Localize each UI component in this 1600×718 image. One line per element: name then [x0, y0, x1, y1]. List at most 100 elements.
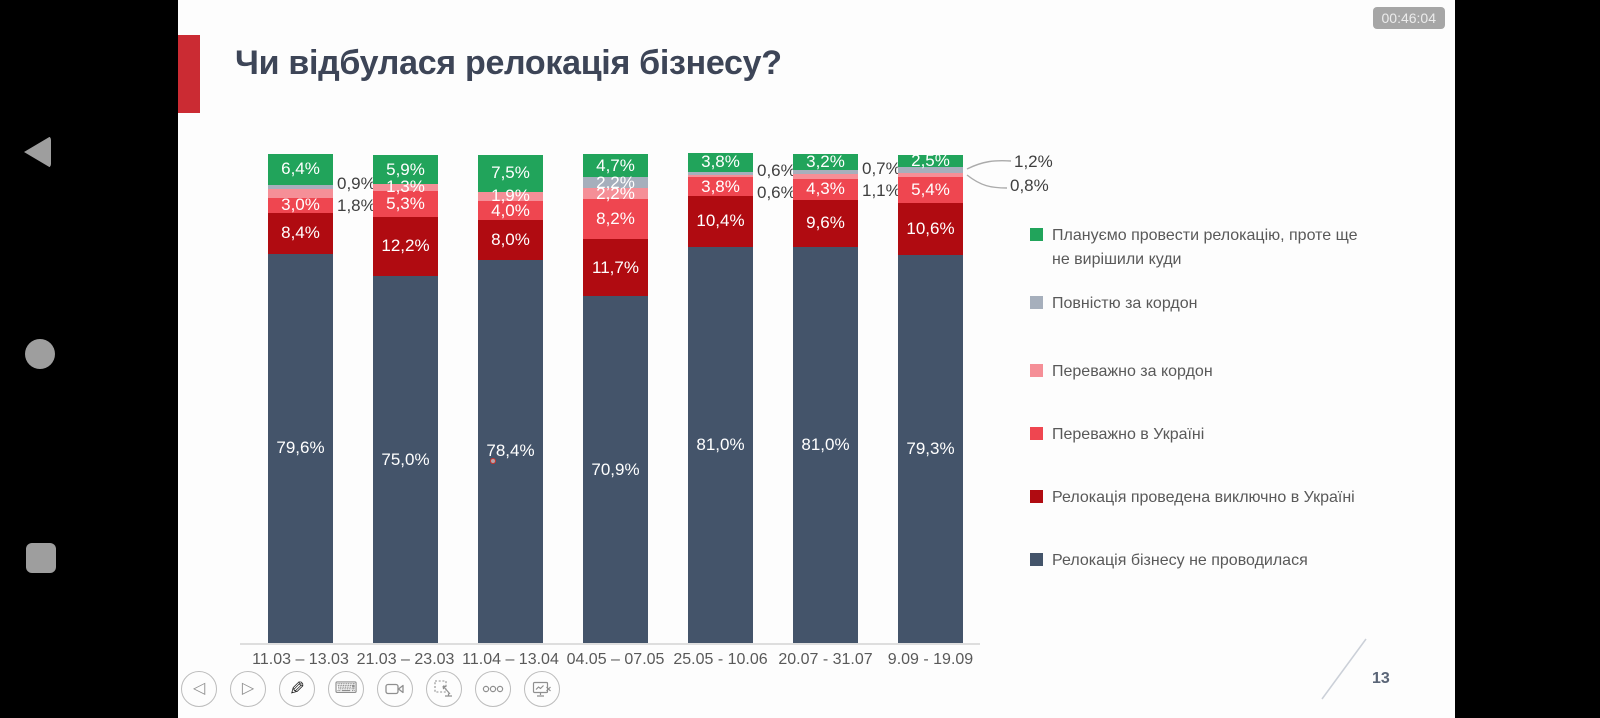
page-number: 13 — [1372, 670, 1390, 687]
segment: 3,8% — [688, 152, 753, 172]
bar-11.03 – 13.03: 6,4% 3,0% 8,4% 79,6% — [268, 153, 333, 643]
legend-item: Плануємо провести релокацію, проте ще не… — [1030, 224, 1430, 272]
segment: 4,7% — [583, 154, 648, 178]
data-label: 10,6% — [906, 219, 955, 239]
legend-item: Релокація проведена виключно в Україні — [1030, 486, 1430, 510]
legend-swatch — [1030, 553, 1043, 566]
segment: 6,4% — [268, 153, 333, 185]
android-nav-bar — [0, 0, 178, 718]
data-label: 75,0% — [381, 449, 430, 469]
segment: 3,0% — [268, 195, 333, 214]
bar-25.05 - 10.06: 3,8% 3,8% 10,4% 81,0% — [688, 152, 753, 643]
data-label: 4,0% — [491, 200, 530, 220]
data-label: 3,8% — [701, 152, 740, 172]
segment — [688, 174, 753, 178]
bar-21.03 – 23.03: 5,9% 1,3% 5,3% 12,2% 75,0% — [373, 155, 438, 643]
video-camera-button[interactable] — [377, 671, 413, 707]
segment: 8,2% — [583, 198, 648, 240]
data-label: 9,6% — [806, 213, 845, 233]
x-axis-label: 9.09 - 19.09 — [887, 651, 974, 668]
android-recents-icon[interactable] — [26, 543, 56, 573]
segment: 81,0% — [688, 246, 753, 643]
segment — [793, 173, 858, 179]
segment: 3,8% — [688, 177, 753, 197]
previous-slide-icon: ◁ — [192, 680, 206, 697]
legend-swatch — [1030, 296, 1043, 309]
legend-label: Переважно за кордон — [1052, 363, 1213, 380]
presentation-slide: Чи відбулася релокація бізнесу? 00:46:04… — [178, 0, 1455, 718]
bar-11.04 – 13.04: 7,5% 1,9% 4,0% 8,0% 78,4% — [478, 154, 543, 643]
segment: 1,3% — [373, 177, 438, 196]
bar-9.09 - 19.09: 2,5% 5,4% 10,6% 79,3% — [898, 151, 963, 643]
data-label: 3,0% — [281, 195, 320, 215]
segment — [898, 167, 963, 174]
data-label: 11,7% — [592, 257, 639, 277]
x-axis-label: 20.07 - 31.07 — [778, 651, 873, 668]
x-axis-line — [240, 643, 980, 645]
segment: 79,6% — [268, 253, 333, 643]
callout-lines — [966, 160, 1012, 189]
legend-item: Переважно в Україні — [1030, 423, 1430, 447]
legend-item: Повністю за кордон — [1030, 292, 1430, 316]
data-label: 78,4% — [486, 441, 535, 461]
more-options-icon — [482, 685, 504, 693]
outside-data-labels: 0,7% 1,1% — [862, 159, 901, 201]
slide-accent-bar — [178, 35, 200, 113]
data-label: 5,9% — [386, 159, 425, 179]
legend-swatch — [1030, 364, 1043, 377]
x-axis-label: 04.05 – 07.05 — [566, 651, 665, 668]
data-label: 12,2% — [381, 236, 430, 256]
legend-swatch — [1030, 228, 1043, 241]
keyboard-button[interactable]: ⌨ — [328, 671, 364, 707]
segment: 79,3% — [898, 255, 963, 643]
callout-data-label: 1,2% — [1014, 152, 1053, 171]
segment: 12,2% — [373, 216, 438, 277]
data-label: 1,3% — [386, 177, 425, 197]
pen-annotate-icon: ✎ — [289, 678, 305, 700]
segment: 3,2% — [793, 152, 858, 171]
next-slide-button[interactable]: ▷ — [230, 671, 266, 707]
slide-title: Чи відбулася релокація бізнесу? — [235, 44, 782, 82]
legend-item: Переважно за кордон — [1030, 360, 1430, 384]
legend-label: Плануємо провести релокацію, проте ще не… — [1052, 227, 1358, 268]
android-home-icon[interactable] — [25, 339, 55, 369]
segment: 10,6% — [898, 203, 963, 256]
legend-label: Повністю за кордон — [1052, 295, 1198, 312]
pen-annotate-button[interactable]: ✎ — [279, 671, 315, 707]
segment: 2,2% — [583, 173, 648, 192]
data-label: 8,4% — [281, 223, 320, 243]
data-label: 81,0% — [801, 434, 850, 454]
laser-pointer-button[interactable] — [426, 671, 462, 707]
segment: 5,4% — [898, 176, 963, 204]
more-options-button[interactable] — [475, 671, 511, 707]
data-label: 8,0% — [491, 230, 530, 250]
segment: 81,0% — [793, 246, 858, 643]
present-display-button[interactable] — [524, 671, 560, 707]
next-slide-icon: ▷ — [241, 680, 255, 697]
data-label: 4,3% — [806, 179, 845, 199]
segment: 1,9% — [478, 186, 543, 205]
data-label: 8,2% — [596, 209, 635, 228]
recording-timer-badge: 00:46:04 — [1372, 7, 1445, 29]
segment: 8,0% — [478, 220, 543, 260]
data-label: 10,4% — [696, 211, 745, 231]
present-display-icon — [532, 681, 553, 698]
data-label: 7,5% — [491, 163, 530, 183]
legend-label: Релокація проведена виключно в Україні — [1052, 489, 1355, 506]
segment: 10,4% — [688, 196, 753, 247]
keyboard-icon: ⌨ — [334, 680, 358, 697]
x-axis-label: 21.03 – 23.03 — [356, 651, 455, 668]
android-back-icon[interactable] — [24, 136, 51, 168]
callout-data-label: 0,8% — [1010, 176, 1049, 195]
segment: 70,9% — [583, 296, 648, 643]
data-label: 79,6% — [276, 438, 325, 458]
segment: 5,9% — [373, 155, 438, 185]
x-axis-label: 11.04 – 13.04 — [462, 651, 559, 668]
data-label: 70,9% — [591, 459, 640, 479]
segment: 78,4% — [478, 259, 543, 643]
legend-label: Переважно в Україні — [1052, 426, 1205, 443]
footer-decoration-line — [1321, 638, 1367, 700]
previous-slide-button[interactable]: ◁ — [181, 671, 217, 707]
data-label: 2,5% — [911, 151, 950, 171]
